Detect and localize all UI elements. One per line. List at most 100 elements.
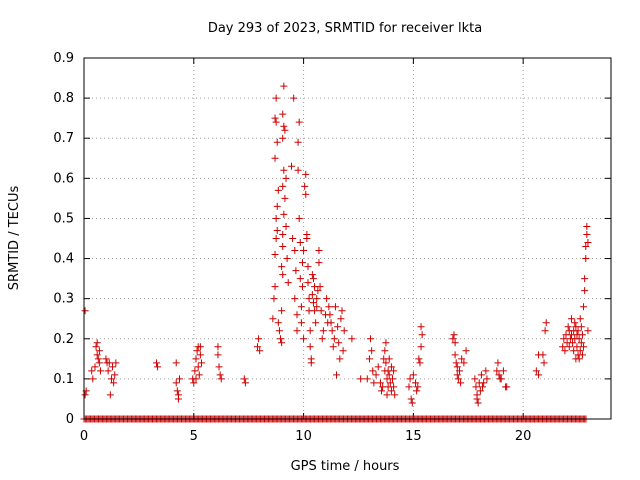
- data-point: [282, 174, 290, 182]
- data-point: [295, 214, 303, 222]
- data-point: [327, 319, 335, 327]
- data-point: [154, 363, 162, 371]
- data-point: [418, 331, 426, 339]
- data-point: [191, 367, 199, 375]
- data-point: [408, 399, 416, 407]
- data-point: [190, 379, 198, 387]
- data-point: [315, 247, 323, 255]
- data-point: [333, 371, 341, 379]
- data-point: [102, 355, 110, 363]
- data-point: [335, 339, 343, 347]
- data-point: [105, 359, 113, 367]
- data-point: [194, 363, 202, 371]
- data-point: [326, 311, 334, 319]
- data-point: [271, 154, 279, 162]
- data-point: [576, 347, 584, 355]
- data-point: [282, 222, 290, 230]
- data-point: [112, 359, 120, 367]
- data-point: [215, 363, 223, 371]
- x-tick-label: 10: [295, 429, 312, 444]
- data-point: [293, 327, 301, 335]
- data-point: [270, 295, 278, 303]
- data-point: [110, 379, 118, 387]
- data-point: [107, 375, 115, 383]
- data-point: [277, 335, 285, 343]
- data-point: [196, 343, 204, 351]
- data-point: [109, 363, 117, 371]
- data-point: [476, 387, 484, 395]
- data-point: [417, 343, 425, 351]
- data-point: [372, 371, 380, 379]
- data-point: [293, 311, 301, 319]
- data-point: [381, 347, 389, 355]
- data-point: [413, 387, 421, 395]
- data-point: [301, 182, 309, 190]
- data-point: [315, 259, 323, 267]
- data-point: [582, 255, 590, 263]
- ticks-layer: 0 0.1 0.2 0.3 0.4 0.5 0.6 0.7 0.8 0.9 0 5 10 15 20: [53, 51, 611, 444]
- data-point: [472, 383, 480, 391]
- x-tick-label: 20: [515, 429, 532, 444]
- data-point: [499, 367, 507, 375]
- data-point: [279, 134, 287, 142]
- data-point: [319, 327, 327, 335]
- data-point: [305, 295, 313, 303]
- grid-layer: [84, 58, 611, 419]
- data-point: [317, 307, 325, 315]
- data-point: [294, 138, 302, 146]
- data-point: [329, 343, 337, 351]
- data-point: [309, 299, 317, 307]
- data-point: [348, 335, 356, 343]
- data-point: [374, 363, 382, 371]
- data-point: [304, 279, 312, 287]
- y-tick-label: 0.2: [53, 332, 74, 347]
- data-point: [217, 375, 225, 383]
- data-point: [316, 283, 324, 291]
- data-point: [462, 347, 470, 355]
- data-point: [458, 355, 466, 363]
- data-point: [274, 186, 282, 194]
- data-point: [309, 275, 317, 283]
- data-point: [274, 319, 282, 327]
- data-point: [95, 359, 103, 367]
- data-point: [535, 371, 543, 379]
- data-point: [278, 307, 286, 315]
- data-point: [291, 247, 299, 255]
- y-tick-label: 0.5: [53, 211, 74, 226]
- data-point: [560, 335, 568, 343]
- data-point: [494, 359, 502, 367]
- data-point: [306, 327, 314, 335]
- data-point: [314, 287, 322, 295]
- data-point: [337, 315, 345, 323]
- data-point: [271, 114, 279, 122]
- data-point: [256, 347, 264, 355]
- data-point: [405, 383, 413, 391]
- data-point: [297, 319, 305, 327]
- data-point: [581, 287, 589, 295]
- data-point: [454, 375, 462, 383]
- data-point: [291, 295, 299, 303]
- data-point: [331, 303, 339, 311]
- data-point: [542, 319, 550, 327]
- data-point: [271, 283, 279, 291]
- data-point: [91, 363, 99, 371]
- data-point: [474, 399, 482, 407]
- data-point: [89, 375, 97, 383]
- data-point: [385, 371, 393, 379]
- data-point: [334, 323, 342, 331]
- data-point: [308, 291, 316, 299]
- y-tick-label: 0.4: [53, 252, 74, 267]
- data-point: [455, 367, 463, 375]
- data-point: [81, 391, 89, 399]
- data-point: [193, 347, 201, 355]
- data-point: [416, 359, 424, 367]
- data-point: [275, 327, 283, 335]
- data-point: [567, 315, 575, 323]
- data-point: [452, 359, 460, 367]
- y-axis-label: SRMTID / TECUs: [7, 186, 22, 291]
- data-point: [104, 367, 112, 375]
- data-point: [581, 275, 589, 283]
- data-point: [583, 222, 591, 230]
- data-point: [386, 379, 394, 387]
- data-point: [387, 363, 395, 371]
